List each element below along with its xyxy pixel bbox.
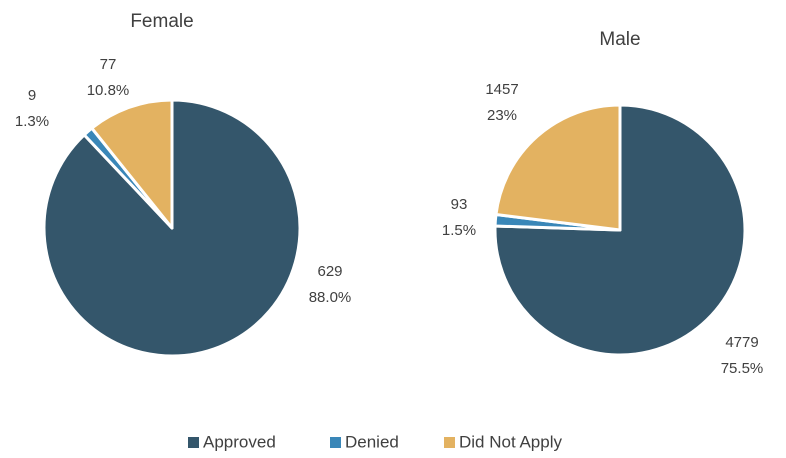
chart-title: Male <box>599 29 640 50</box>
legend-swatch <box>188 437 199 448</box>
data-label: 1457 <box>485 81 518 98</box>
data-label: 9 <box>28 87 36 104</box>
percentage-label: 1.5% <box>442 222 476 239</box>
legend-swatch <box>444 437 455 448</box>
percentage-label: 1.3% <box>15 113 49 130</box>
legend-label: Denied <box>345 432 399 451</box>
pie-slice <box>494 103 622 232</box>
legend-swatch <box>330 437 341 448</box>
chart-title: Female <box>130 11 193 32</box>
pie-slice <box>90 98 174 230</box>
data-label: 93 <box>451 196 468 213</box>
percentage-label: 75.5% <box>721 360 764 377</box>
percentage-label: 10.8% <box>87 82 130 99</box>
data-label: 4779 <box>725 334 758 351</box>
legend-label: Approved <box>203 432 276 451</box>
percentage-label: 23% <box>487 107 517 124</box>
percentage-label: 88.0% <box>309 289 352 306</box>
data-label: 629 <box>317 263 342 280</box>
data-label: 77 <box>100 56 117 73</box>
legend-label: Did Not Apply <box>459 432 562 451</box>
